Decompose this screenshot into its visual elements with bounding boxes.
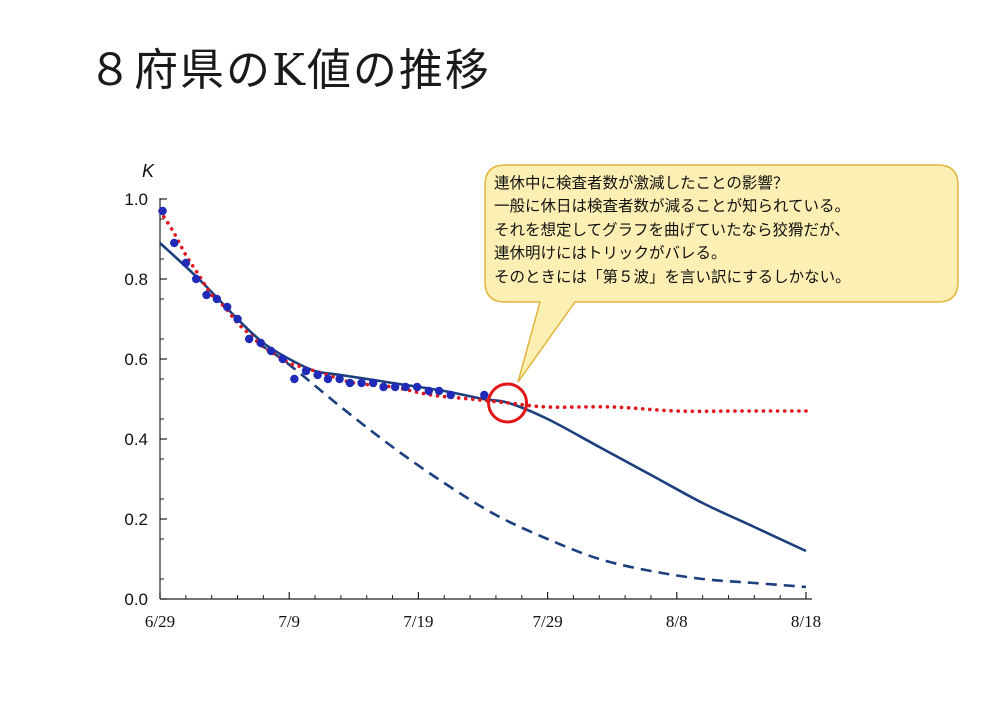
red-dotted-curve [158, 209, 808, 414]
callout-shape [484, 164, 959, 383]
callout-line-2: 一般に休日は検査者数が減ることが知られている。 [494, 197, 851, 216]
dashed-projection-curve [256, 341, 807, 589]
data-points [158, 206, 489, 400]
data-point [181, 258, 191, 268]
y-tick-label: 0.8 [124, 270, 148, 289]
x-tick-label: 8/8 [666, 612, 688, 631]
data-point [158, 206, 167, 216]
ticks: 0.0 0.2 0.4 0.6 0.8 1.0 6/29 7/9 7/19 7/29 8/8 8/18 [124, 190, 821, 631]
highlight-circle [487, 382, 529, 424]
data-point [379, 382, 388, 392]
data-point [424, 386, 433, 396]
data-point [313, 370, 322, 380]
y-tick-label: 0.4 [124, 430, 148, 449]
data-point [446, 390, 455, 400]
data-point [434, 386, 444, 396]
data-point [256, 338, 265, 348]
callout-bubble [484, 164, 959, 383]
callout-line-3: それを想定してグラフを曲げていたなら狡猾だが、 [494, 220, 850, 239]
data-point [191, 274, 201, 284]
callout-line-5: そのときには「第５波」を言い訳にするしかない。 [494, 267, 851, 286]
x-tick-label: 7/9 [278, 612, 300, 631]
data-point [290, 374, 299, 384]
y-tick-label: 0.6 [124, 350, 148, 369]
data-point [278, 354, 287, 364]
series-layer [158, 209, 808, 589]
data-point [170, 238, 179, 248]
data-point [323, 374, 333, 384]
page-title: ８府県のK値の推移 [88, 45, 491, 96]
data-point [222, 302, 232, 312]
data-point [244, 334, 254, 344]
data-point [345, 378, 355, 388]
data-point [368, 378, 378, 388]
data-point [335, 374, 344, 384]
x-tick-label: 8/18 [791, 612, 821, 631]
data-point [401, 382, 410, 392]
x-tick-label: 6/29 [145, 612, 175, 631]
y-tick-label: 1.0 [124, 190, 148, 209]
y-tick-label: 0.2 [124, 510, 148, 529]
data-point [390, 382, 400, 392]
x-tick-label: 7/19 [403, 612, 433, 631]
data-point [480, 390, 489, 400]
data-point [266, 346, 276, 356]
axes [159, 198, 812, 600]
x-tick-label: 7/29 [532, 612, 562, 631]
y-tick-label: 0.0 [124, 590, 148, 609]
data-point [357, 378, 366, 388]
y-axis-label: K [142, 161, 155, 181]
data-point [233, 314, 242, 324]
data-point [202, 290, 211, 300]
data-point [412, 382, 422, 392]
callout-line-1: 連休中に検査者数が激減したことの影響？ [494, 174, 789, 192]
solid-fit-curve [159, 242, 807, 553]
callout-text: 連休中に検査者数が激減したことの影響？ 一般に休日は検査者数が減ることが知られて… [494, 172, 954, 289]
data-point [212, 294, 222, 304]
callout-line-4: 連休明けにはトリックがバレる。 [494, 244, 727, 263]
data-point [301, 366, 311, 376]
